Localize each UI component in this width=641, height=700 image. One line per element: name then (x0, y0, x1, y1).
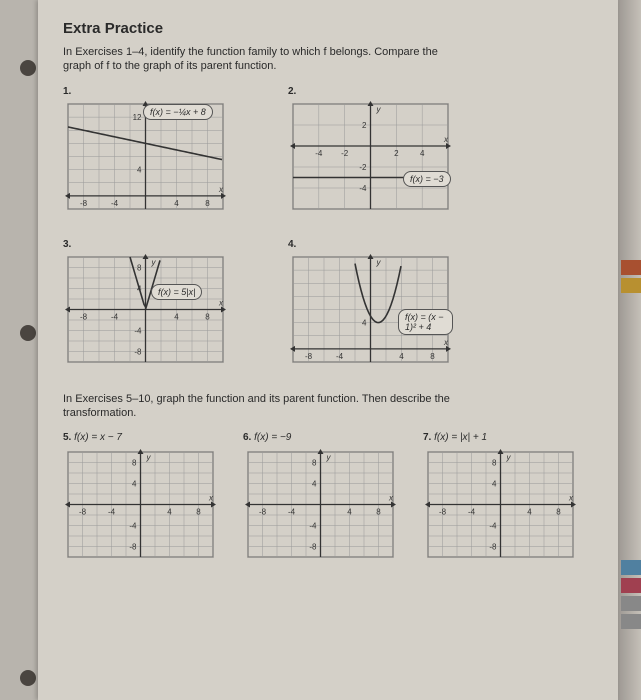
problem-5-text: 5. f(x) = x − 7 (63, 432, 218, 443)
problem-5: 5. f(x) = x − 7 -8-448-8-448yx (63, 432, 218, 567)
graph-5: -8-448-8-448yx (63, 447, 218, 562)
graph-row-3: 5. f(x) = x − 7 -8-448-8-448yx 6. f(x) =… (63, 432, 593, 567)
problem-1: 1. -8-448412yx f(x) = −¼x + 8 (63, 86, 228, 219)
svg-text:-4: -4 (359, 184, 367, 193)
svg-text:4: 4 (492, 480, 497, 489)
problem-6: 6. f(x) = −9 -8-448-8-448yx (243, 432, 398, 567)
svg-text:4: 4 (137, 165, 142, 174)
svg-text:8: 8 (376, 508, 381, 517)
formula-6: f(x) = −9 (254, 432, 291, 443)
svg-text:y: y (326, 453, 332, 462)
svg-text:8: 8 (556, 508, 561, 517)
graph-3: -8-448-8-448yx (63, 252, 228, 367)
svg-text:-4: -4 (288, 508, 296, 517)
svg-text:8: 8 (312, 459, 317, 468)
svg-text:4: 4 (420, 149, 425, 158)
svg-text:-2: -2 (359, 163, 367, 172)
svg-text:y: y (146, 453, 152, 462)
svg-text:8: 8 (137, 263, 142, 272)
svg-text:8: 8 (132, 459, 137, 468)
svg-text:8: 8 (492, 459, 497, 468)
problem-1-num: 1. (63, 86, 228, 97)
graph-2: -4-224-4-22yx (288, 99, 453, 214)
problem-7: 7. f(x) = |x| + 1 -8-448-8-448yx (423, 432, 578, 567)
svg-text:-4: -4 (108, 508, 116, 517)
worksheet-page: Extra Practice In Exercises 1–4, identif… (38, 0, 618, 700)
svg-text:y: y (376, 105, 382, 114)
svg-text:y: y (151, 258, 157, 267)
svg-text:4: 4 (174, 198, 179, 207)
svg-text:-4: -4 (315, 149, 323, 158)
svg-text:-8: -8 (80, 198, 88, 207)
instr-2-line2: transformation. (63, 407, 136, 419)
svg-text:-4: -4 (309, 522, 317, 531)
problem-6-num: 6. (243, 432, 251, 443)
problem-2: 2. -4-224-4-22yx f(x) = −3 (288, 86, 453, 219)
svg-text:2: 2 (394, 149, 399, 158)
svg-text:-4: -4 (489, 522, 497, 531)
svg-text:8: 8 (196, 508, 201, 517)
problem-6-text: 6. f(x) = −9 (243, 432, 398, 443)
graph-row-1: 1. -8-448412yx f(x) = −¼x + 8 2. -4-224-… (63, 86, 593, 219)
instructions-block-1: In Exercises 1–4, identify the function … (63, 45, 593, 74)
svg-text:-8: -8 (305, 351, 313, 360)
svg-text:8: 8 (205, 198, 210, 207)
svg-text:4: 4 (174, 312, 179, 321)
formula-7: f(x) = |x| + 1 (434, 432, 487, 443)
formula-2: f(x) = −3 (403, 171, 451, 187)
svg-text:8: 8 (430, 351, 435, 360)
svg-text:4: 4 (399, 351, 404, 360)
svg-text:-4: -4 (468, 508, 476, 517)
section-2: In Exercises 5–10, graph the function an… (63, 392, 593, 568)
instr-1-line1: In Exercises 1–4, identify the function … (63, 46, 438, 58)
svg-text:-4: -4 (336, 351, 344, 360)
instr-2-line1: In Exercises 5–10, graph the function an… (63, 393, 450, 405)
svg-text:-8: -8 (489, 543, 497, 552)
svg-text:-8: -8 (80, 312, 88, 321)
svg-text:-8: -8 (79, 508, 87, 517)
problem-7-text: 7. f(x) = |x| + 1 (423, 432, 578, 443)
problem-4-num: 4. (288, 239, 453, 250)
svg-text:4: 4 (362, 318, 367, 327)
svg-text:-8: -8 (259, 508, 267, 517)
svg-text:-4: -4 (129, 522, 137, 531)
svg-text:-4: -4 (111, 312, 119, 321)
svg-text:-8: -8 (309, 543, 317, 552)
svg-text:-8: -8 (134, 347, 142, 356)
problem-5-num: 5. (63, 432, 71, 443)
formula-3: f(x) = 5|x| (151, 284, 202, 300)
svg-text:4: 4 (167, 508, 172, 517)
graph-row-2: 3. -8-448-8-448yx f(x) = 5|x| 4. -8-4484… (63, 239, 593, 372)
svg-text:12: 12 (133, 113, 142, 122)
formula-4: f(x) = (x − 1)² + 4 (398, 309, 453, 335)
formula-1: f(x) = −¼x + 8 (143, 104, 213, 120)
problem-3: 3. -8-448-8-448yx f(x) = 5|x| (63, 239, 228, 372)
problem-7-num: 7. (423, 432, 431, 443)
graph-6: -8-448-8-448yx (243, 447, 398, 562)
formula-5: f(x) = x − 7 (74, 432, 122, 443)
svg-text:-4: -4 (134, 326, 142, 335)
instr-1-line2: graph of f to the graph of its parent fu… (63, 60, 276, 72)
svg-text:4: 4 (527, 508, 532, 517)
problem-3-num: 3. (63, 239, 228, 250)
svg-text:2: 2 (362, 121, 367, 130)
svg-text:8: 8 (205, 312, 210, 321)
svg-text:4: 4 (312, 480, 317, 489)
svg-text:4: 4 (347, 508, 352, 517)
svg-text:-8: -8 (129, 543, 137, 552)
svg-text:-4: -4 (111, 198, 119, 207)
svg-text:y: y (506, 453, 512, 462)
problem-2-num: 2. (288, 86, 453, 97)
svg-text:-8: -8 (439, 508, 447, 517)
page-title: Extra Practice (63, 20, 593, 37)
svg-text:4: 4 (132, 480, 137, 489)
svg-text:-2: -2 (341, 149, 349, 158)
graph-7: -8-448-8-448yx (423, 447, 578, 562)
instructions-block-2: In Exercises 5–10, graph the function an… (63, 392, 593, 421)
problem-4: 4. -8-4484yx f(x) = (x − 1)² + 4 (288, 239, 453, 372)
svg-text:y: y (376, 258, 382, 267)
